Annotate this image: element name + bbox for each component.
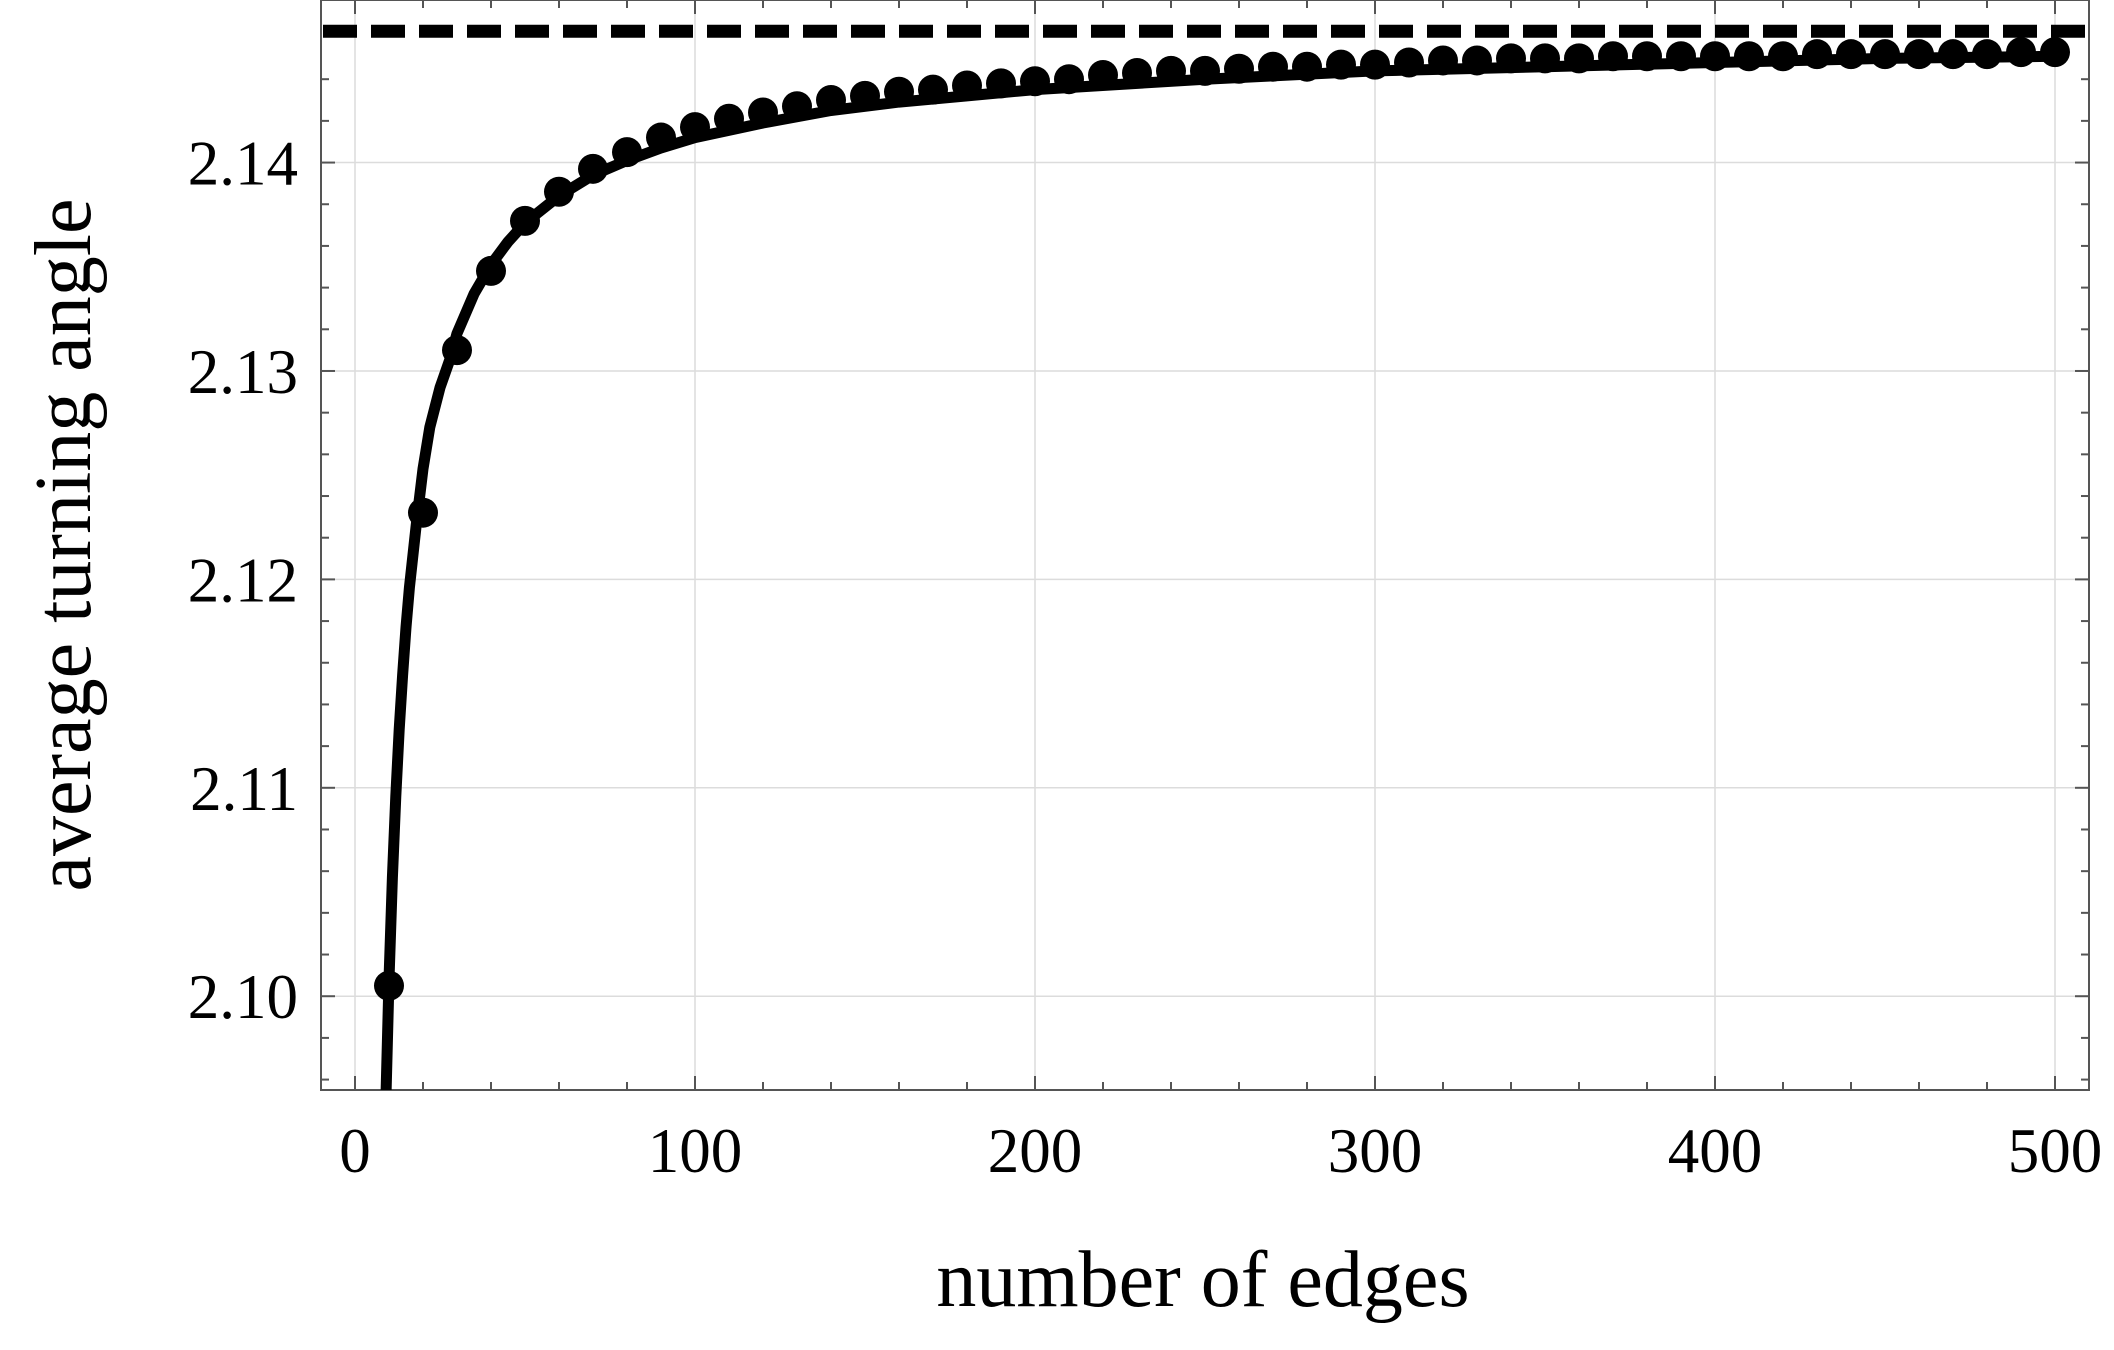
data-point xyxy=(1598,41,1628,72)
data-point xyxy=(1904,39,1934,70)
y-axis-title: average turning angle xyxy=(20,198,108,891)
data-point xyxy=(1428,45,1458,76)
x-tick-label: 100 xyxy=(648,1116,743,1186)
data-point xyxy=(1700,41,1730,72)
data-point xyxy=(714,103,744,134)
data-point xyxy=(1326,49,1356,80)
data-point xyxy=(1122,57,1152,88)
data-point xyxy=(918,74,948,105)
data-point xyxy=(884,76,914,107)
data-point xyxy=(578,153,608,184)
data-point xyxy=(1564,43,1594,74)
data-point xyxy=(1156,55,1186,86)
data-point xyxy=(952,70,982,101)
data-point xyxy=(1224,53,1254,84)
x-tick-label: 400 xyxy=(1668,1116,1763,1186)
data-point xyxy=(1938,39,1968,70)
data-point xyxy=(2040,37,2070,68)
data-point xyxy=(1802,39,1832,70)
y-tick-labels: 2.10 2.11 2.12 2.13 2.14 xyxy=(188,129,298,1033)
data-point xyxy=(612,137,642,168)
x-tick-label: 300 xyxy=(1328,1116,1423,1186)
x-tick-label: 500 xyxy=(2008,1116,2103,1186)
data-point xyxy=(1088,60,1118,91)
y-tick-label: 2.12 xyxy=(188,545,298,615)
data-point xyxy=(476,255,506,286)
data-point xyxy=(1258,51,1288,82)
data-point xyxy=(1020,66,1050,97)
series-curve xyxy=(380,50,2056,1090)
data-point xyxy=(544,176,574,207)
data-point xyxy=(442,335,472,366)
y-tick-label: 2.10 xyxy=(188,962,298,1032)
data-point xyxy=(374,970,404,1001)
x-tick-label: 200 xyxy=(988,1116,1083,1186)
data-point xyxy=(2006,37,2036,68)
data-point xyxy=(680,112,710,143)
data-point xyxy=(986,68,1016,99)
data-point xyxy=(1360,49,1390,80)
data-point xyxy=(782,91,812,122)
data-point xyxy=(748,97,778,128)
x-axis-title: number of edges xyxy=(936,1236,1469,1324)
data-point xyxy=(1870,39,1900,70)
x-tick-labels: 0 100 200 300 400 500 xyxy=(339,1116,2102,1186)
data-point xyxy=(408,497,438,528)
data-point xyxy=(1054,64,1084,95)
x-tick-label: 0 xyxy=(339,1116,371,1186)
data-point xyxy=(1292,51,1322,82)
data-point xyxy=(1462,45,1492,76)
data-point xyxy=(1768,41,1798,72)
data-point xyxy=(1666,41,1696,72)
y-tick-label: 2.13 xyxy=(188,337,298,407)
data-point xyxy=(1496,43,1526,74)
y-tick-label: 2.11 xyxy=(190,754,298,824)
data-point xyxy=(1190,55,1220,86)
plot-frame xyxy=(320,0,2090,1091)
data-point xyxy=(1632,41,1662,72)
data-point xyxy=(1836,39,1866,70)
data-point xyxy=(850,80,880,111)
y-tick-label: 2.14 xyxy=(188,129,298,199)
data-point xyxy=(646,122,676,153)
data-point xyxy=(510,205,540,236)
data-point xyxy=(1972,39,2002,70)
data-point xyxy=(1394,47,1424,78)
data-point xyxy=(1530,43,1560,74)
axis-ticks xyxy=(321,0,2089,1090)
data-markers xyxy=(374,37,2070,1001)
data-point xyxy=(816,85,846,116)
data-point xyxy=(1734,41,1764,72)
